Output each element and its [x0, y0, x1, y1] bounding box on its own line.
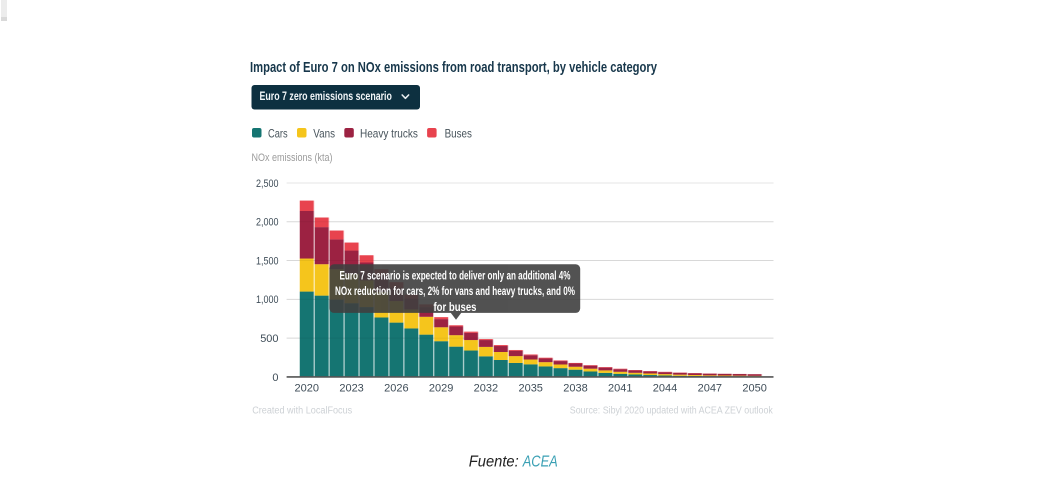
- svg-text:Buses: Buses: [445, 127, 472, 141]
- svg-text:2029: 2029: [429, 383, 453, 395]
- svg-text:Vans: Vans: [313, 127, 335, 141]
- svg-text:2032: 2032: [474, 383, 498, 395]
- svg-text:2050: 2050: [742, 383, 766, 395]
- svg-text:Created with LocalFocus: Created with LocalFocus: [252, 406, 352, 417]
- svg-text:Fuente:: Fuente:: [469, 454, 519, 471]
- svg-text:2038: 2038: [563, 383, 587, 395]
- svg-text:500: 500: [260, 333, 278, 345]
- svg-text:2047: 2047: [698, 383, 722, 395]
- svg-text:2026: 2026: [384, 383, 408, 395]
- svg-text:Impact of Euro 7 on NOx emissi: Impact of Euro 7 on NOx emissions from r…: [250, 59, 657, 76]
- svg-text:NOx emissions (kta): NOx emissions (kta): [252, 152, 333, 164]
- svg-text:2044: 2044: [653, 383, 677, 395]
- svg-text:1,500: 1,500: [256, 255, 279, 267]
- svg-text:2023: 2023: [339, 383, 363, 395]
- svg-text:for buses: for buses: [434, 300, 477, 314]
- svg-text:Heavy trucks: Heavy trucks: [360, 127, 418, 141]
- svg-text:Euro 7 zero emissions scenario: Euro 7 zero emissions scenario: [260, 89, 392, 103]
- svg-text:2,000: 2,000: [256, 217, 279, 229]
- svg-text:2035: 2035: [518, 383, 542, 395]
- svg-text:2,500: 2,500: [256, 178, 279, 190]
- svg-text:Euro 7 scenario is expected to: Euro 7 scenario is expected to deliver o…: [340, 268, 571, 282]
- svg-text:1,000: 1,000: [256, 294, 279, 306]
- svg-text:0: 0: [272, 372, 278, 384]
- svg-text:2041: 2041: [608, 383, 632, 395]
- svg-text:ACEA: ACEA: [522, 454, 558, 471]
- svg-text:2020: 2020: [295, 383, 319, 395]
- svg-text:Cars: Cars: [268, 127, 288, 141]
- svg-text:Source: Sibyl 2020 updated wit: Source: Sibyl 2020 updated with ACEA ZEV…: [570, 406, 774, 417]
- svg-text:NOx reduction for cars, 2% for: NOx reduction for cars, 2% for vans and …: [335, 284, 575, 298]
